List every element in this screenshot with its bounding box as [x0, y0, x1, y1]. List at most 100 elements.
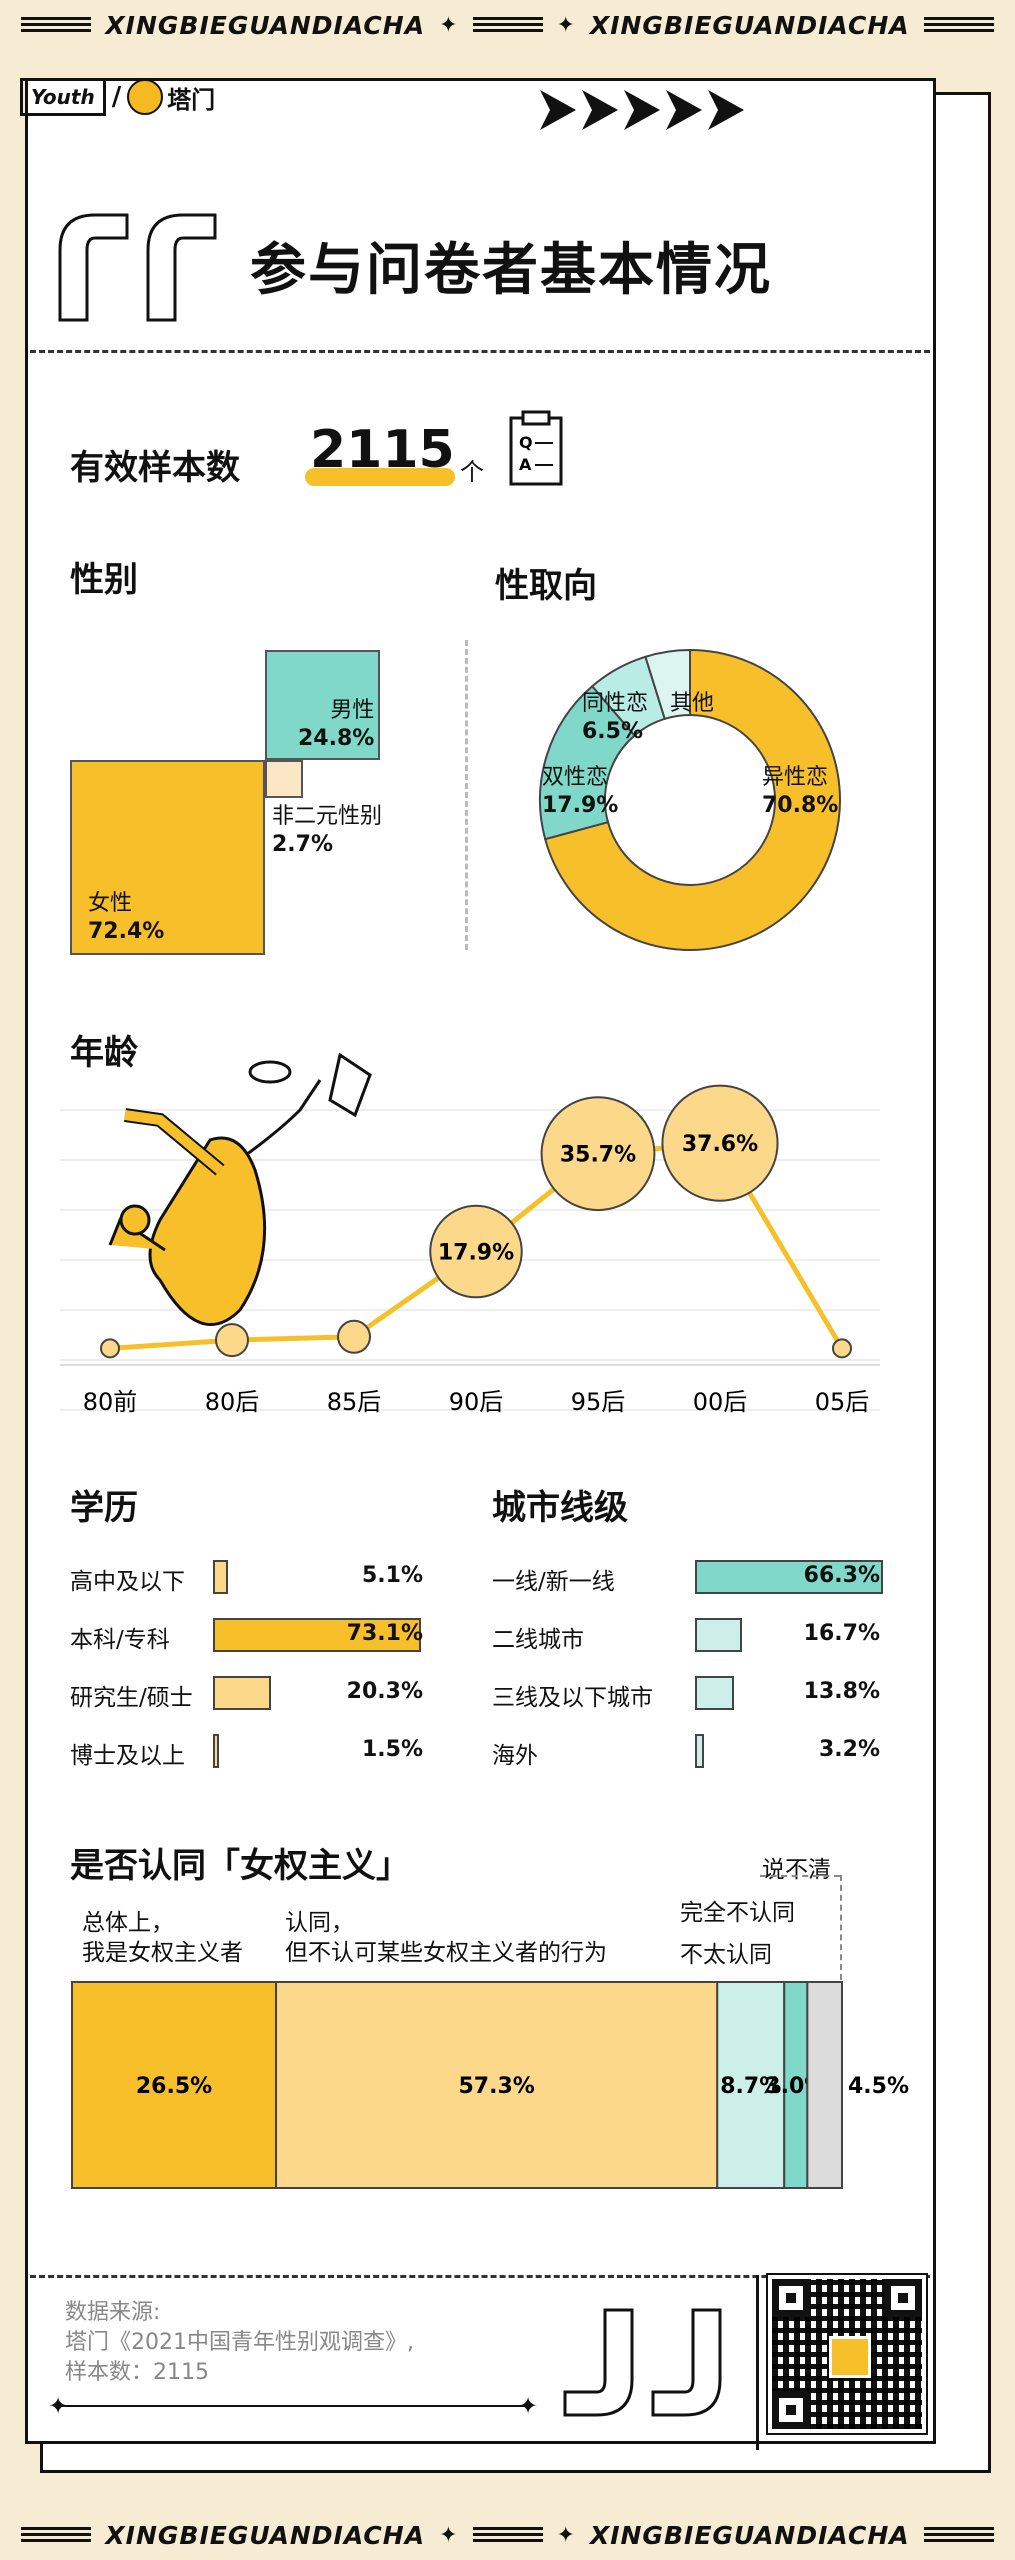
- feminism-title: 是否认同「女权主义」: [70, 1846, 410, 1886]
- orientation-label-other: 其他: [670, 691, 715, 716]
- bar-category-label: 博士及以上: [70, 1743, 185, 1769]
- nonbinary-pct: 2.7%: [272, 832, 334, 857]
- svg-text:A: A: [519, 455, 532, 474]
- feminism-segment-0: [71, 1981, 278, 2189]
- sample-unit: 个: [460, 458, 484, 486]
- age-tick-label: 85后: [327, 1388, 382, 1416]
- bar-0: [213, 1560, 228, 1594]
- age-tick-label: 80后: [205, 1388, 260, 1416]
- qr-corner: [772, 2391, 810, 2429]
- dashed-divider: [30, 350, 930, 353]
- tamen-logo-icon: [127, 79, 164, 115]
- age-point-1: [215, 1323, 249, 1358]
- dashed-divider-bottom: [30, 2275, 930, 2278]
- fem-cat2-line2: 但不认可某些女权主义者的行为: [285, 1940, 607, 1966]
- feminism-chart: 26.5% 57.3% 8.7%3.0% 4.5%: [71, 1981, 909, 2189]
- ticker-stripes: [923, 17, 994, 33]
- source-note: 数据来源: 塔门《2021中国青年性别观调查》, 样本数：2115: [65, 2298, 414, 2388]
- bar-value-label: 1.5%: [361, 1737, 423, 1762]
- bar-category-label: 二线城市: [492, 1627, 584, 1653]
- bar-value-label: 16.7%: [803, 1621, 880, 1646]
- fem-cat1-line2: 我是女权主义者: [82, 1940, 243, 1966]
- nonbinary-name: 非二元性别: [272, 804, 383, 829]
- bi-pct: 17.9%: [542, 793, 619, 818]
- age-point-5: [661, 1084, 779, 1202]
- fem-cat4-label: 完全不认同: [680, 1900, 795, 1926]
- bi-name: 双性恋: [542, 765, 609, 790]
- female-pct: 72.4%: [88, 919, 165, 944]
- age-tick-label: 00后: [693, 1388, 748, 1416]
- bar-2: [213, 1676, 271, 1710]
- hetero-pct: 70.8%: [762, 793, 839, 818]
- male-pct: 24.8%: [298, 726, 375, 751]
- homo-pct: 6.5%: [582, 719, 644, 744]
- bar-category-label: 一线/新一线: [492, 1569, 615, 1595]
- bar-value-label: 66.3%: [803, 1563, 880, 1588]
- donut-slice-0: [543, 648, 841, 951]
- star-icon: ✦: [48, 2392, 69, 2420]
- feminism-segment-label: 8.7%: [720, 2074, 781, 2099]
- arrows-icon: [540, 90, 744, 130]
- fem-cat2-line1: 认同，: [285, 1910, 354, 1936]
- orientation-label-bi: 双性恋 17.9%: [542, 764, 618, 820]
- age-point-label: 37.6%: [682, 1132, 758, 1157]
- bar-value-label: 3.2%: [818, 1737, 880, 1762]
- age-chart: 80前 80后 85后 17.9% 90后 35.7% 95后 37.6% 00后 05后: [60, 1052, 880, 1416]
- fem-cat2-label: 认同， 但不认可某些女权主义者的行为: [285, 1908, 607, 1968]
- male-block: [265, 650, 380, 760]
- brand-logo: Youth / 塔门: [20, 70, 215, 124]
- age-tick-label: 80前: [83, 1388, 138, 1416]
- bar-1: [213, 1618, 421, 1652]
- female-label: 女性 72.4%: [88, 890, 164, 946]
- feminism-segment-label: 26.5%: [136, 2074, 212, 2099]
- orientation-donut: [539, 648, 841, 951]
- age-tick-label: 05后: [815, 1388, 870, 1416]
- ticker-stripes: [923, 2527, 994, 2543]
- logo-divider: /: [111, 82, 122, 112]
- fem-cat3-label: 不太认同: [680, 1942, 772, 1968]
- source-line3: 样本数：2115: [65, 2360, 209, 2385]
- fem-cat1-line1: 总体上，: [82, 1910, 174, 1936]
- age-point-4: [540, 1096, 656, 1212]
- youth-logo: Youth: [20, 78, 106, 116]
- open-quote-icon: [58, 213, 217, 322]
- source-line2: 塔门《2021中国青年性别观调查》,: [65, 2330, 414, 2355]
- bar-value-label: 13.8%: [803, 1679, 880, 1704]
- age-point-3: [429, 1204, 523, 1299]
- tamen-logo-text: 塔门: [167, 85, 216, 114]
- qr-divider: [756, 2275, 759, 2450]
- star-icon: ✦: [439, 2522, 459, 2548]
- feminism-segment-4: [806, 1981, 843, 2189]
- bar-category-label: 海外: [492, 1743, 538, 1769]
- age-point-2: [337, 1319, 371, 1354]
- age-point-6: [832, 1338, 852, 1359]
- ticker-text: XINGBIEGUANDIACHA: [589, 2520, 910, 2550]
- qr-code[interactable]: [766, 2273, 928, 2435]
- feminism-segment-label: 57.3%: [458, 2074, 534, 2099]
- age-point-0: [100, 1338, 120, 1359]
- ticker-stripes: [21, 2527, 92, 2543]
- highlight-underline: [305, 468, 455, 486]
- bar-2: [695, 1676, 735, 1710]
- bar-value-label: 20.3%: [346, 1679, 423, 1704]
- nonbinary-block: [265, 760, 303, 798]
- close-quote-icon: [563, 2308, 722, 2417]
- svg-text:Q: Q: [519, 433, 533, 452]
- qr-logo-icon: [829, 2336, 871, 2378]
- bar-3: [695, 1734, 705, 1768]
- age-title: 年龄: [70, 1033, 138, 1073]
- orientation-title: 性取向: [495, 566, 597, 606]
- bar-0: [695, 1560, 883, 1594]
- fem-cat5-label: 说不清: [762, 1857, 831, 1883]
- hetero-name: 异性恋: [762, 765, 829, 790]
- page-title: 参与问卷者基本情况: [250, 238, 772, 303]
- fem-cat5-leader-h: [760, 1875, 840, 1877]
- qr-corner: [772, 2279, 810, 2317]
- source-line1: 数据来源:: [65, 2300, 161, 2325]
- ticker-text: XINGBIEGUANDIACHA: [105, 10, 426, 40]
- bar-value-label: 73.1%: [346, 1621, 423, 1646]
- sample-value: 2115: [310, 420, 455, 480]
- qr-corner: [884, 2279, 922, 2317]
- questionnaire-icon: Q A: [509, 410, 563, 486]
- nonbinary-label: 非二元性别 2.7%: [272, 803, 382, 859]
